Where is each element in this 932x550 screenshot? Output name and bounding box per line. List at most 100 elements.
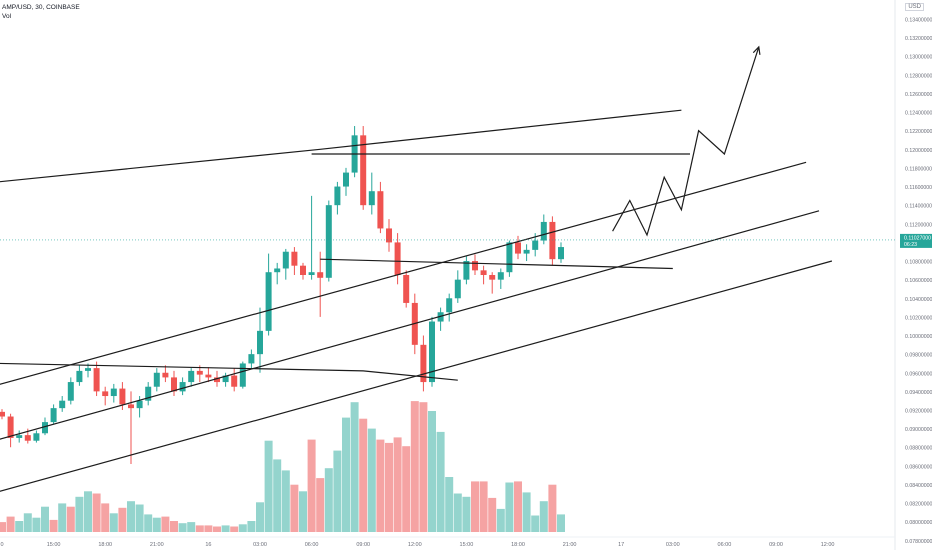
volume-bar: [496, 508, 505, 532]
volume-bar: [428, 411, 436, 532]
x-tick-label: 16: [205, 542, 211, 548]
candle-body: [248, 354, 255, 364]
volume-bar: [264, 440, 273, 532]
y-tick-label: 0.08400000: [905, 483, 932, 489]
volume-bar: [273, 459, 282, 532]
candle-body: [403, 275, 410, 303]
volume-bar: [135, 504, 144, 532]
candle-body: [222, 375, 229, 383]
y-tick-label: 0.08000000: [905, 520, 932, 526]
volume-bar: [367, 428, 376, 532]
volume-bar: [419, 402, 428, 532]
y-tick-label: 0.13200000: [905, 36, 932, 42]
x-tick-label: 18:00: [511, 542, 525, 548]
candle-body: [179, 382, 186, 392]
volume-bar: [75, 496, 84, 532]
volume-bar: [514, 481, 522, 532]
x-tick-label: 18:00: [98, 542, 112, 548]
x-tick-label: 12:00: [408, 542, 422, 548]
volume-bar: [350, 402, 359, 532]
volume-bar: [376, 439, 385, 532]
candle-body: [360, 135, 367, 206]
volume-bar: [316, 478, 325, 532]
volume-bar: [204, 525, 213, 532]
x-tick-label: 21:00: [150, 542, 164, 548]
volume-bar: [505, 482, 514, 532]
candle-body: [334, 186, 341, 206]
symbol-title: AMP/USD, 30, COINBASE: [2, 4, 80, 11]
volume-bar: [342, 417, 350, 532]
y-tick-label: 0.10000000: [905, 334, 932, 340]
candle-body: [472, 261, 478, 271]
candle-body: [429, 321, 435, 383]
candle-body: [153, 372, 160, 387]
candle-body: [24, 435, 31, 441]
y-tick-label: 0.08600000: [905, 464, 932, 470]
volume-bar: [333, 450, 342, 532]
y-tick-label: 0.12800000: [905, 73, 932, 79]
candle-body: [42, 422, 48, 434]
x-tick-label: 0: [0, 542, 3, 548]
volume-bar: [445, 477, 454, 532]
y-tick-label: 0.09000000: [905, 427, 932, 433]
candle-body: [325, 205, 332, 278]
x-tick-label: 03:00: [666, 542, 680, 548]
x-tick-label: 15:00: [460, 542, 474, 548]
candle-body: [300, 265, 306, 275]
volume-bar: [92, 493, 101, 532]
volume-bar: [221, 525, 230, 532]
candle-body: [119, 388, 126, 405]
volume-bar: [41, 506, 49, 532]
y-tick-label: 0.12000000: [905, 148, 932, 154]
x-tick-label: 09:00: [356, 542, 370, 548]
y-tick-label: 0.09400000: [905, 390, 932, 396]
candle-body: [489, 275, 496, 280]
volume-bar: [479, 481, 488, 532]
candle-body: [110, 388, 117, 397]
volume-bar: [410, 401, 419, 532]
candle-body: [93, 368, 100, 392]
candle-body: [282, 251, 289, 269]
y-tick-label: 0.10800000: [905, 260, 932, 266]
candle-body: [196, 370, 203, 375]
candle-body: [50, 408, 57, 423]
x-tick-label: 06:00: [718, 542, 732, 548]
x-tick-label: 15:00: [47, 542, 61, 548]
volume-bar: [548, 484, 557, 532]
candle-body: [231, 375, 238, 387]
candle-body: [214, 377, 220, 383]
candle-body: [558, 247, 564, 260]
y-tick-label: 0.12600000: [905, 92, 932, 98]
volume-bar: [170, 521, 178, 532]
volume-bar: [462, 496, 471, 532]
candle-body: [420, 344, 427, 383]
candle-body: [317, 272, 324, 278]
volume-bar: [15, 521, 24, 532]
candle-body: [386, 228, 392, 243]
price-tag-value: 0.11027000: [904, 235, 931, 241]
volume-bar: [0, 522, 6, 532]
volume-bar: [290, 484, 299, 532]
volume-bar: [161, 516, 170, 532]
volume-bar: [238, 524, 247, 532]
y-tick-label: 0.08200000: [905, 502, 932, 508]
candle-body: [377, 191, 384, 229]
candle-body: [205, 374, 212, 378]
candle-body: [188, 370, 195, 383]
trend-line: [0, 161, 807, 385]
volume-bar: [557, 514, 565, 532]
candle-body: [480, 270, 487, 275]
candle-body: [343, 172, 349, 187]
candle-body: [549, 221, 556, 260]
volume-bar: [84, 491, 92, 532]
y-tick-label: 0.10400000: [905, 297, 932, 303]
volume-bar: [58, 503, 67, 532]
x-tick-label: 09:00: [769, 542, 783, 548]
candle-body: [446, 298, 453, 313]
volume-bar: [127, 501, 135, 532]
y-tick-label: 0.13000000: [905, 55, 932, 61]
volume-bar: [436, 431, 445, 532]
candle-body: [59, 400, 66, 409]
